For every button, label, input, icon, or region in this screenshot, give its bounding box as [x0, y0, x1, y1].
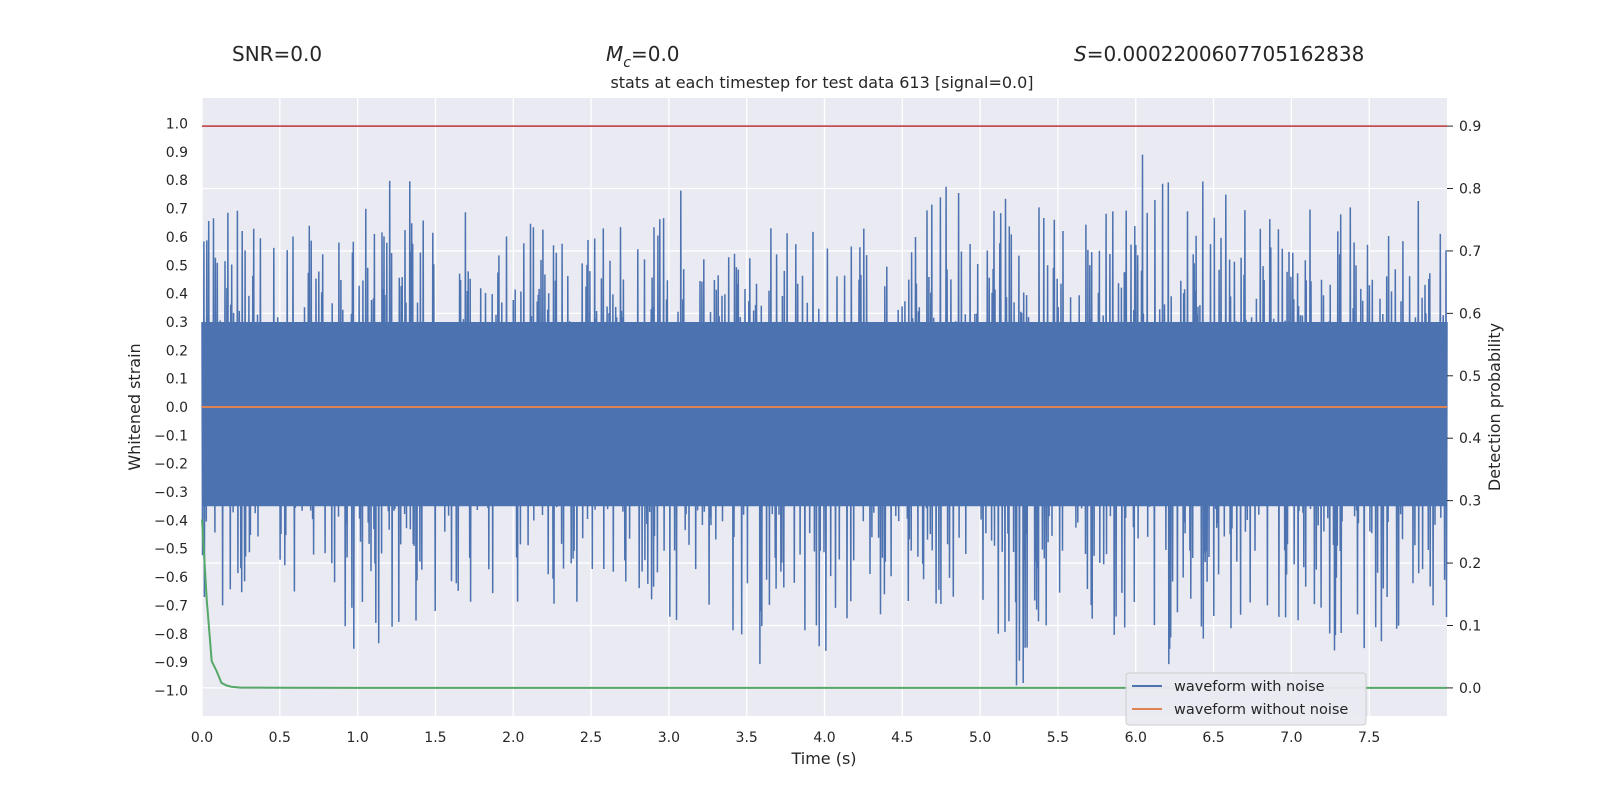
legend-label-noise: waveform with noise: [1174, 679, 1325, 695]
y-tick-label: 0.1: [166, 372, 188, 388]
y-tick-label: 0.5: [166, 258, 188, 274]
chirp-mass-label: Mc=0.0: [606, 42, 680, 71]
x-tick-label: 6.0: [1125, 730, 1147, 746]
y2-tick-label: 0.4: [1459, 431, 1481, 447]
x-tick-label: 6.5: [1202, 730, 1224, 746]
waveform-with-noise-line: [201, 154, 1448, 686]
y-tick-label: −0.5: [154, 542, 188, 558]
chart-title: stats at each timestep for test data 613…: [610, 73, 1033, 92]
x-tick-label: 4.0: [813, 730, 835, 746]
y-tick-label: 0.0: [166, 400, 188, 416]
y-tick-label: 0.7: [166, 202, 188, 218]
y-tick-label: 0.8: [166, 173, 188, 189]
x-tick-label: 2.5: [580, 730, 602, 746]
x-axis-label: Time (s): [790, 749, 856, 768]
x-tick-label: 3.0: [658, 730, 680, 746]
y-tick-label: −0.9: [154, 655, 188, 671]
y-tick-label: −0.7: [154, 598, 188, 614]
s-statistic-label: S=0.0002200607705162838: [1074, 42, 1364, 66]
chirp-mass-symbol: M: [606, 42, 623, 66]
x-tick-label: 4.5: [891, 730, 913, 746]
x-tick-label: 3.5: [736, 730, 758, 746]
x-axis-ticks: 0.0 0.5 1.0 1.5 2.0 2.5 3.0 3.5 4.0 4.5 5.0 5.5 6.0 6…: [191, 730, 1380, 746]
chirp-mass-value: =0.0: [631, 42, 680, 66]
y-tick-label: 1.0: [166, 117, 188, 133]
snr-label: SNR=0.0: [232, 42, 322, 66]
y2-axis-ticks: 0.9 0.8 0.7 0.6 0.5 0.4 0.3 0.2 0.1 0.0: [1447, 119, 1481, 697]
y-tick-label: 0.3: [166, 315, 188, 331]
y-tick-label: −0.1: [154, 428, 188, 444]
y-tick-label: −0.4: [154, 513, 188, 529]
y2-tick-label: 0.2: [1459, 556, 1481, 572]
x-tick-label: 5.0: [969, 730, 991, 746]
y-tick-label: −1.0: [154, 683, 188, 699]
chirp-mass-subscript: c: [623, 55, 631, 71]
x-tick-label: 5.5: [1047, 730, 1069, 746]
y-tick-label: 0.2: [166, 343, 188, 359]
y-tick-label: 0.9: [166, 145, 188, 161]
y2-tick-label: 0.9: [1459, 119, 1481, 135]
y2-tick-label: 0.6: [1459, 306, 1481, 322]
y2-tick-label: 0.5: [1459, 369, 1481, 385]
s-statistic-value: =0.0002200607705162838: [1087, 42, 1365, 66]
legend-box: [1125, 672, 1367, 726]
x-tick-label: 2.0: [502, 730, 524, 746]
y-axis-label: Whitened strain: [125, 343, 144, 470]
y-tick-label: −0.3: [154, 485, 188, 501]
y2-tick-label: 0.0: [1459, 681, 1481, 697]
y-tick-label: 0.6: [166, 230, 188, 246]
y-tick-label: −0.8: [154, 627, 188, 643]
y2-tick-label: 0.3: [1459, 494, 1481, 510]
y-tick-label: 0.4: [166, 287, 188, 303]
y2-axis-label: Detection probability: [1485, 323, 1504, 491]
x-tick-label: 0.0: [191, 730, 213, 746]
y-axis-ticks: 1.0 0.9 0.8 0.7 0.6 0.5 0.4 0.3 0.2 0.1 0.0 −0.1 −0.…: [154, 117, 188, 700]
x-tick-label: 0.5: [269, 730, 291, 746]
x-tick-label: 7.0: [1280, 730, 1302, 746]
x-tick-label: 1.0: [346, 730, 368, 746]
y2-tick-label: 0.7: [1459, 244, 1481, 260]
legend: waveform with noise waveform without noi…: [1125, 672, 1367, 726]
x-tick-label: 7.5: [1358, 730, 1380, 746]
y-tick-label: −0.6: [154, 570, 188, 586]
y-tick-label: −0.2: [154, 457, 188, 473]
s-statistic-symbol: S: [1074, 42, 1087, 66]
x-tick-label: 1.5: [424, 730, 446, 746]
y2-tick-label: 0.8: [1459, 182, 1481, 198]
detection-probability-line: [201, 519, 1447, 689]
legend-label-clean: waveform without noise: [1174, 702, 1348, 718]
y2-tick-label: 0.1: [1459, 618, 1481, 634]
